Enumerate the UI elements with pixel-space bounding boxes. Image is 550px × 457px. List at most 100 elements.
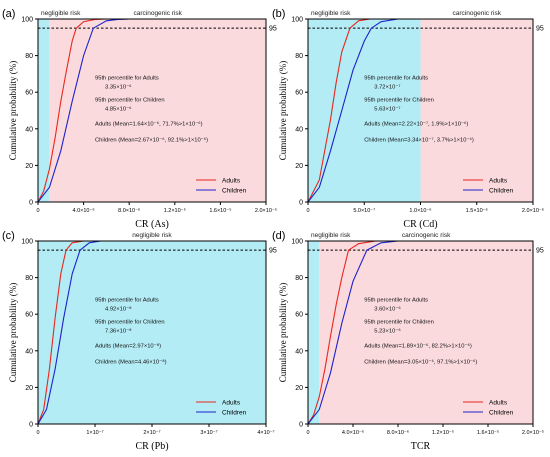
y-tick-label: 80 [295, 53, 303, 60]
annotation-mean: Children (Mean=3.05×10⁻⁶, 97.1%>1×10⁻⁶) [364, 358, 477, 365]
series-line-children [307, 240, 533, 425]
annotation-mean: Children (Mean=3.34×10⁻⁷, 3.7%>1×10⁻⁶) [364, 136, 474, 143]
x-axis-label: TCR [411, 441, 431, 452]
x-tick-label: 4.0×10⁻⁶ [73, 207, 95, 214]
annotation-percentile-label: 95th percentile for Children [95, 319, 165, 325]
annotation-percentile-label: 95th percentile for Adults [364, 75, 428, 81]
annotation-mean: Children (Mean=2.67×10⁻⁶, 92.1%>1×10⁻⁶) [95, 136, 208, 143]
y-tick-label: 40 [295, 126, 303, 133]
y-tick-label: 40 [295, 348, 303, 355]
zone-label-negligible: negligible risk [311, 10, 351, 17]
annotation-percentile-label: 95th percentile for Adults [95, 75, 159, 81]
panel-c: negligible risk (c) 95 0 20 40 60 80 100 0 1×10⁻⁷ 2… [2, 230, 277, 452]
annotation-percentile-value: 3.60×10⁻⁶ [374, 305, 401, 312]
legend-label-children: Children [222, 188, 247, 195]
p95-label: 95 [269, 248, 277, 255]
y-tick-label: 100 [21, 239, 33, 246]
zone-label-negligible: negligible risk [311, 232, 351, 239]
annotation-percentile-value: 4.85×10⁻⁶ [105, 105, 132, 112]
plot-frame [307, 240, 534, 425]
x-tick-label: 0 [36, 208, 39, 214]
y-axis-label: Cumulative probability (%) [8, 61, 18, 160]
annotation-percentile-label: 95th percentile for Adults [95, 297, 159, 303]
panel-label: (b) [272, 8, 285, 20]
x-tick-label: 2×10⁻⁷ [143, 429, 160, 436]
p95-label: 95 [536, 248, 544, 255]
annotation-mean: Children (Mean=4.46×10⁻⁸) [95, 358, 167, 365]
x-axis-label: CR (As) [135, 219, 169, 230]
y-axis-label: Cumulative probability (%) [278, 61, 288, 160]
negligible-zone [38, 241, 266, 424]
panel-b: negligible risk carcinogenic risk (b) 95 0 20… [272, 8, 544, 230]
series-line-adults [307, 240, 533, 425]
y-tick-label: 100 [21, 17, 33, 24]
annotation-percentile-label: 95th percentile for Adults [364, 297, 428, 303]
annotation-percentile-value: 3.35×10⁻⁶ [105, 83, 132, 90]
annotation-percentile-value: 5.63×10⁻⁷ [374, 105, 400, 112]
x-tick-label: 0 [36, 430, 39, 436]
x-tick-label: 4×10⁻⁷ [257, 429, 274, 436]
x-tick-label: 0 [306, 430, 309, 436]
y-tick-label: 60 [295, 90, 303, 97]
series-line-children [37, 240, 266, 425]
negligible-zone [38, 19, 50, 202]
series-line-children [307, 18, 533, 203]
legend-label-adults: Adults [489, 400, 508, 407]
legend-label-children: Children [489, 188, 514, 195]
zone-label-carcinogenic: carcinogenic risk [453, 10, 502, 17]
x-tick-label: 1.6×10⁻⁵ [209, 207, 231, 214]
x-tick-label: 0 [306, 208, 309, 214]
annotation-percentile-value: 3.72×10⁻⁷ [374, 83, 400, 90]
y-tick-label: 0 [299, 422, 303, 429]
x-tick-label: 1.5×10⁻⁶ [466, 207, 488, 214]
x-tick-label: 1.6×10⁻⁵ [477, 429, 499, 436]
negligible-zone [308, 19, 421, 202]
zone-label-negligible: negligible risk [41, 10, 81, 17]
x-tick-label: 1.0×10⁻⁶ [409, 207, 431, 214]
annotation-mean: Adults (Mean=2.22×10⁻⁷, 1.9%>1×10⁻⁶) [364, 120, 468, 127]
annotation-percentile-value: 7.36×10⁻⁸ [105, 327, 132, 334]
y-tick-label: 20 [295, 385, 303, 392]
zone-label-carcinogenic: carcinogenic risk [402, 232, 451, 239]
annotation-mean: Adults (Mean=1.64×10⁻⁶, 71.7%>1×10⁻⁶) [95, 120, 203, 127]
p95-label: 95 [269, 26, 277, 33]
y-axis-label: Cumulative probability (%) [8, 283, 18, 382]
y-axis-label: Cumulative probability (%) [278, 283, 288, 382]
series-line-adults [307, 18, 533, 203]
x-tick-label: 8.0×10⁻⁶ [118, 207, 140, 214]
annotation-percentile-label: 95th percentile for Children [364, 319, 434, 325]
x-tick-label: 2.0×10⁻⁵ [522, 429, 544, 436]
y-tick-label: 40 [25, 348, 33, 355]
carcinogenic-zone [49, 19, 267, 202]
y-tick-label: 100 [291, 17, 303, 24]
legend-label-children: Children [489, 410, 514, 417]
negligible-zone [308, 241, 320, 424]
y-tick-label: 80 [25, 275, 33, 282]
panel-d: negligible risk carcinogenic risk (d) 95 0 20… [272, 230, 544, 452]
y-tick-label: 60 [25, 90, 33, 97]
x-axis-label: CR (Pb) [135, 441, 168, 452]
panel-a: negligible risk carcinogenic risk (a) 95 0 20… [2, 8, 277, 230]
y-tick-label: 20 [25, 385, 33, 392]
annotation-percentile-label: 95th percentile for Children [95, 97, 165, 103]
legend-label-children: Children [222, 410, 247, 417]
panel-label: (a) [2, 8, 15, 20]
x-tick-label: 1×10⁻⁷ [86, 429, 103, 436]
panel-label: (c) [2, 230, 15, 242]
zone-label-carcinogenic: carcinogenic risk [133, 10, 182, 17]
zone-label-negligible: negligible risk [132, 232, 172, 239]
annotation-mean: Adults (Mean=2.97×10⁻⁸) [95, 342, 161, 349]
y-tick-label: 0 [299, 200, 303, 207]
plot-frame [37, 18, 267, 203]
annotation-mean: Adults (Mean=1.89×10⁻⁶, 82.2%>1×10⁻⁶) [364, 342, 472, 349]
legend-label-adults: Adults [222, 400, 241, 407]
x-tick-label: 2.0×10⁻⁶ [522, 207, 544, 214]
legend-label-adults: Adults [489, 178, 508, 185]
y-tick-label: 60 [25, 312, 33, 319]
annotation-percentile-value: 4.92×10⁻⁸ [105, 305, 132, 312]
series-line-adults [37, 240, 266, 425]
x-tick-label: 4.0×10⁻⁶ [342, 429, 364, 436]
x-tick-label: 1.2×10⁻⁵ [432, 429, 454, 436]
y-tick-label: 20 [25, 163, 33, 170]
